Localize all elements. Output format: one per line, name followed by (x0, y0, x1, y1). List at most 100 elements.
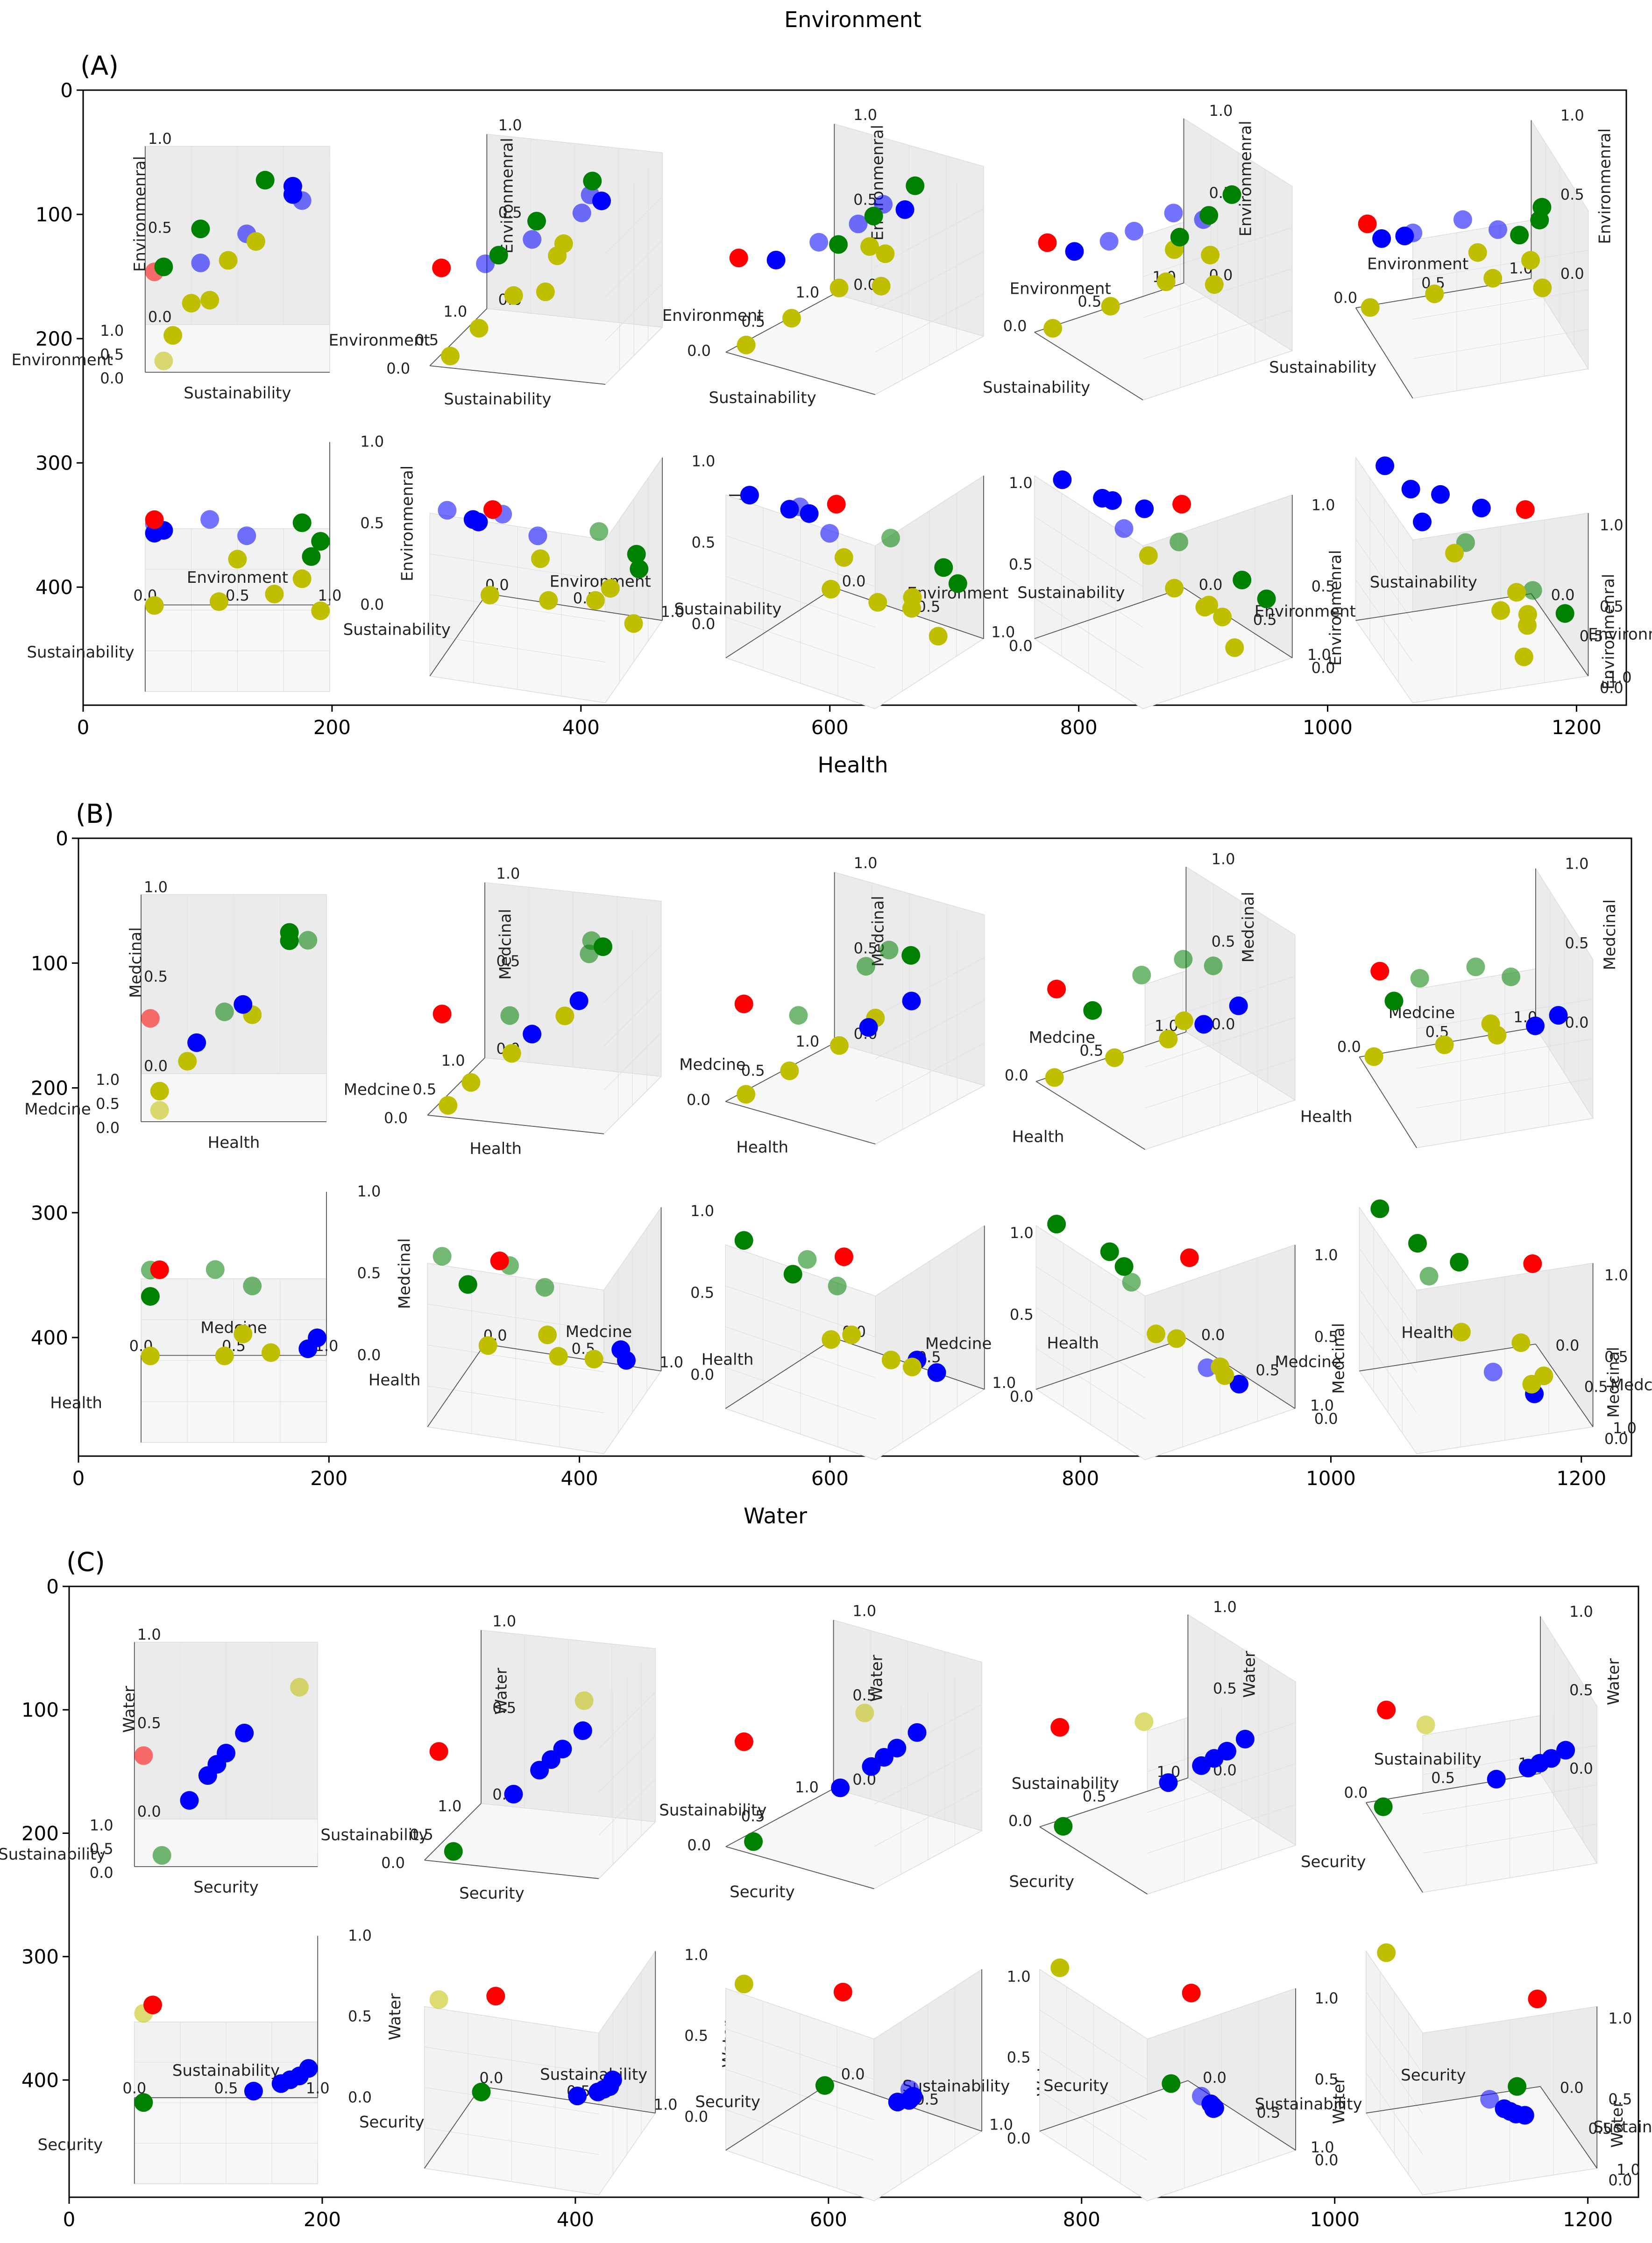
axis-edge (1366, 1802, 1423, 1893)
point-blue (1431, 485, 1450, 504)
subplot-tick-label: 1.0 (991, 623, 1015, 641)
subplot-tick-label: 1.0 (144, 878, 168, 896)
subplot-zaxis-label: Environmenral (498, 138, 517, 254)
subplot-tick-label: 0.0 (381, 1854, 405, 1872)
point-green (1257, 589, 1276, 609)
point-yellow (555, 1006, 574, 1026)
subplot-tick-label: 0.5 (741, 312, 765, 330)
subplot-tick-label: 1.0 (1209, 102, 1233, 120)
point-yellow (1534, 1366, 1553, 1386)
subplot-tick-label: 0.0 (144, 1057, 168, 1075)
subplot-tick-label: 0.0 (1008, 1812, 1032, 1830)
subplot-zaxis-label: Water (1240, 1651, 1259, 1698)
point-green (857, 957, 875, 976)
y-tick-label: 100 (31, 952, 68, 975)
point-yellow (1445, 544, 1464, 563)
subplot-xaxis-label: Medcine (566, 1323, 632, 1341)
subplot-tick-label: 0.5 (144, 968, 168, 985)
subplot-tick-label: 1.0 (853, 106, 877, 124)
subplot-tick-label: 0.5 (691, 534, 715, 552)
subplot-tick-label: 0.5 (1007, 2049, 1031, 2066)
point-red (835, 1247, 853, 1267)
point-yellow (1377, 1943, 1396, 1962)
subplot-tick-label: 0.0 (137, 1803, 161, 1820)
point-yellow (876, 244, 895, 263)
point-green (1370, 1199, 1390, 1218)
subplot-3d: 0.00.00.50.51.01.0EnvironmentSustainabil… (329, 116, 663, 409)
subplot-3d: 0.00.00.50.51.01.0SustainabilitySecurity… (1039, 1958, 1362, 2201)
subplot-tick-label: 1.0 (306, 2080, 330, 2097)
subplot-tick-label: 0.0 (148, 308, 172, 326)
subplot-tick-label: 0.0 (691, 615, 715, 633)
subplot-tick-label: 0.5 (1315, 2070, 1339, 2088)
subplot-yaxis-label: Sustainability (674, 600, 781, 618)
point-yellow (1488, 1026, 1507, 1045)
point-yellow (141, 1346, 160, 1366)
grid-line (875, 1000, 985, 1059)
point-red (1528, 1989, 1547, 2009)
subplot-3d: 0.00.00.50.51.01.0EnvironmentSustainabil… (983, 102, 1293, 401)
point-green (744, 1832, 763, 1851)
subplot-tick-label: 1.0 (100, 322, 124, 340)
point-green (1170, 532, 1189, 552)
axis-edge (1039, 1826, 1148, 1895)
subplot-yaxis-label: Security (1009, 1873, 1074, 1891)
grid-line (725, 2028, 874, 2080)
subplot-xaxis-label: Sustainability (1593, 2118, 1652, 2137)
subplot-xaxis-label: Sustainability (540, 2065, 647, 2084)
point-green (906, 176, 925, 195)
point-yellow (209, 592, 228, 611)
subplot-tick-label: 0.5 (1312, 578, 1335, 595)
point-green (583, 171, 602, 191)
y-tick-label: 300 (31, 1202, 68, 1224)
grid-line (725, 535, 875, 587)
subplot-tick-label: 1.0 (318, 587, 342, 604)
point-green (1122, 1273, 1141, 1292)
point-yellow (1533, 278, 1552, 297)
point-blue (1395, 226, 1414, 246)
point-green (1508, 2077, 1527, 2096)
point-blue (569, 991, 588, 1010)
subplot-xaxis-label: Sustainability (659, 1801, 766, 1820)
grid-line (1366, 2032, 1423, 2115)
point-yellow (1174, 1011, 1193, 1030)
subplot-yaxis-label: Security (730, 1883, 795, 1902)
subplot-tick-label: 0.0 (384, 1109, 408, 1127)
subplot-tick-label: 0.5 (148, 219, 172, 237)
y-tick-label: 400 (21, 2069, 59, 2092)
point-yellow (782, 309, 801, 328)
axis-edge (1531, 593, 1589, 677)
subplot-zaxis-label: Environmenral (1236, 120, 1255, 236)
grid-line (1039, 2050, 1148, 2120)
subplot-tick-label: 1.0 (1608, 668, 1632, 686)
subplot-xaxis-label: Environment (1010, 279, 1111, 298)
point-yellow (1101, 297, 1120, 316)
point-green (589, 522, 609, 541)
subplot-3d: 0.00.00.50.51.01.0SustainabilitySecurity… (359, 1946, 738, 2196)
subplot-3d: 0.00.00.50.51.01.0EnvironmentSustainabil… (1269, 106, 1614, 399)
subplot-xaxis-label: Sustainability (0, 1845, 106, 1864)
point-green (879, 941, 899, 960)
point-blue (1489, 220, 1507, 239)
subplot-tick-label: 1.0 (1213, 1598, 1237, 1616)
point-green (1170, 227, 1189, 247)
subplot-tick-label: 0.5 (226, 587, 249, 604)
subplot-tick-label: 1.0 (1604, 1267, 1628, 1284)
subplot-xaxis-label: Sustainability (172, 2061, 280, 2080)
grid-line (725, 2069, 874, 2120)
point-yellow (734, 1974, 753, 1994)
subplot-tick-label: 1.0 (684, 1946, 708, 1964)
point-blue (895, 200, 915, 219)
point-yellow (246, 232, 265, 251)
subplot-tick-label: 0.0 (360, 595, 384, 613)
point-yellow (855, 1704, 874, 1722)
axis-edge (427, 1115, 604, 1134)
point-red (145, 510, 164, 529)
point-yellow (1165, 579, 1184, 598)
point-green (1384, 991, 1404, 1011)
grid-line (430, 594, 606, 622)
point-blue (592, 191, 611, 211)
point-blue (1192, 1756, 1211, 1775)
